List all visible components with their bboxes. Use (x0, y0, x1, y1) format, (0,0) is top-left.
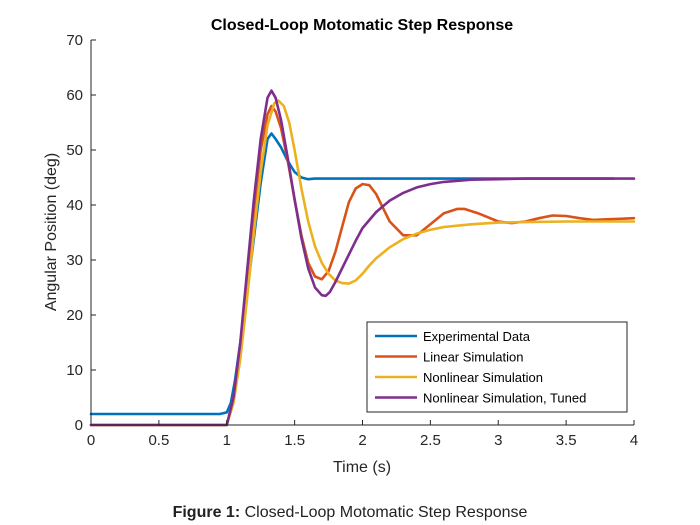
x-tick-label: 4 (630, 432, 638, 449)
x-tick-label: 2.5 (420, 432, 441, 449)
chart-title: Closed-Loop Motomatic Step Response (211, 17, 513, 34)
y-tick-label: 30 (66, 252, 83, 269)
x-tick-label: 1 (223, 432, 231, 449)
x-tick-label: 3 (494, 432, 502, 449)
x-tick-label: 0 (87, 432, 95, 449)
chart-figure: Closed-Loop Motomatic Step Response 0 0.5… (43, 17, 638, 476)
y-tick-label: 0 (75, 417, 83, 434)
x-tick-label: 0.5 (148, 432, 169, 449)
x-tick-label: 3.5 (556, 432, 577, 449)
y-tick-label: 40 (66, 197, 83, 214)
legend-label-1: Experimental Data (423, 329, 531, 344)
y-tick-label: 10 (66, 362, 83, 379)
figure-caption: Figure 1: Closed-Loop Motomatic Step Res… (0, 504, 700, 522)
legend-label-2: Linear Simulation (423, 350, 523, 365)
series-line-1 (89, 132, 615, 416)
y-tick-label: 20 (66, 307, 83, 324)
legend: Experimental Data Linear Simulation Nonlin… (366, 321, 628, 413)
x-tick-label: 2 (358, 432, 366, 449)
series-line-3 (89, 99, 636, 427)
x-tick-label: 1.5 (284, 432, 305, 449)
x-axis-label: Time (s) (333, 459, 391, 476)
series-line-4 (89, 89, 636, 427)
caption-label: Figure 1: (172, 504, 241, 521)
y-tick-label: 60 (66, 87, 83, 104)
y-tick-label: 50 (66, 142, 83, 159)
caption-text: Closed-Loop Motomatic Step Response (244, 504, 528, 521)
legend-label-4: Nonlinear Simulation, Tuned (423, 391, 586, 406)
y-axis-label: Angular Position (deg) (43, 153, 60, 311)
series-line-2 (89, 104, 636, 427)
legend-label-3: Nonlinear Simulation (423, 370, 543, 385)
y-tick-label: 70 (66, 32, 83, 49)
